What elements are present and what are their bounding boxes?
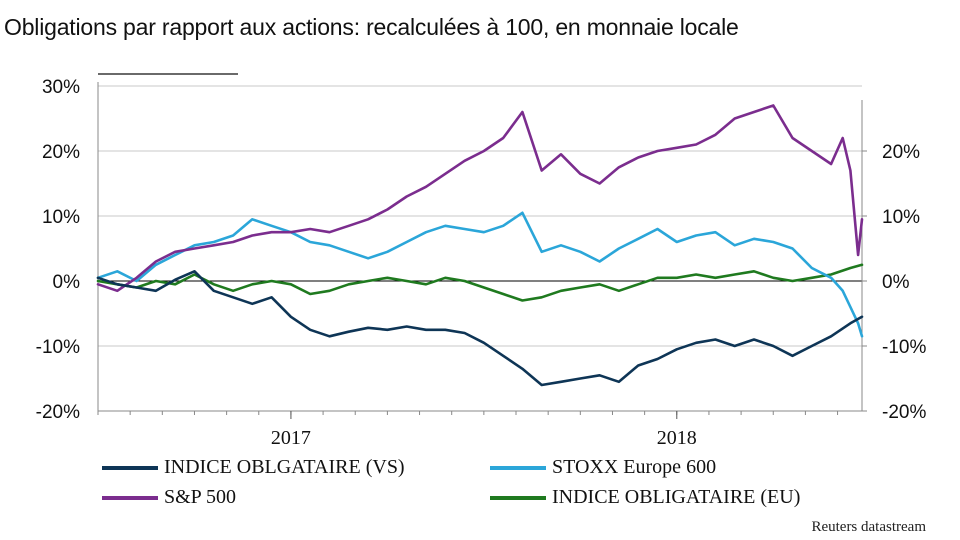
y-tick-label-left: 0% [53, 272, 81, 293]
legend-item-sp500: S&P 500 [102, 486, 236, 509]
y-tick-label-left: 20% [42, 142, 80, 163]
chart-title: Obligations par rapport aux actions: rec… [4, 14, 739, 40]
y-tick-label-right: 0% [882, 272, 910, 293]
series-line-0 [96, 269, 864, 387]
y-tick-label-left: -10% [36, 337, 80, 358]
legend-label: INDICE OBLIGATAIRE (EU) [552, 486, 801, 508]
series-line-2 [96, 211, 864, 338]
series-line-3 [96, 263, 864, 302]
legend-item-bond-eu: INDICE OBLIGATAIRE (EU) [490, 486, 800, 509]
legend-label: STOXX Europe 600 [552, 456, 717, 478]
y-tick-label-right: -10% [882, 337, 926, 358]
legend-label: INDICE OBLGATAIRE (VS) [164, 456, 405, 478]
legend-label: S&P 500 [164, 486, 237, 508]
legend-item-bond-us: INDICE OBLGATAIRE (VS) [102, 456, 405, 479]
series-line-1 [96, 104, 864, 293]
chart-plot: 2017 2018 30% 20% 10% 0% -10% -20% 20% 10% 0% -10% -… [36, 73, 927, 449]
axes [97, 73, 867, 419]
series-lines [96, 104, 864, 387]
y-tick-label-right: 20% [882, 142, 920, 163]
legend-swatch [490, 465, 546, 470]
y-tick-label-right: -20% [882, 402, 926, 423]
source-note: Reuters datastream [811, 519, 926, 535]
x-tick-label: 2018 [657, 427, 697, 449]
legend-item-stoxx: STOXX Europe 600 [490, 456, 716, 479]
y-tick-label-left: -20% [36, 402, 80, 423]
tick-labels: 2017 2018 30% 20% 10% 0% -10% -20% 20% 10% 0% -10% -… [36, 77, 927, 449]
legend-swatch [102, 495, 158, 500]
grid-lines [98, 85, 862, 412]
y-tick-label-right: 10% [882, 207, 920, 228]
x-tick-label: 2017 [271, 427, 311, 449]
legend-swatch [102, 465, 158, 470]
y-tick-label-left: 30% [42, 77, 80, 98]
y-tick-label-left: 10% [42, 207, 80, 228]
legend-swatch [490, 495, 546, 500]
